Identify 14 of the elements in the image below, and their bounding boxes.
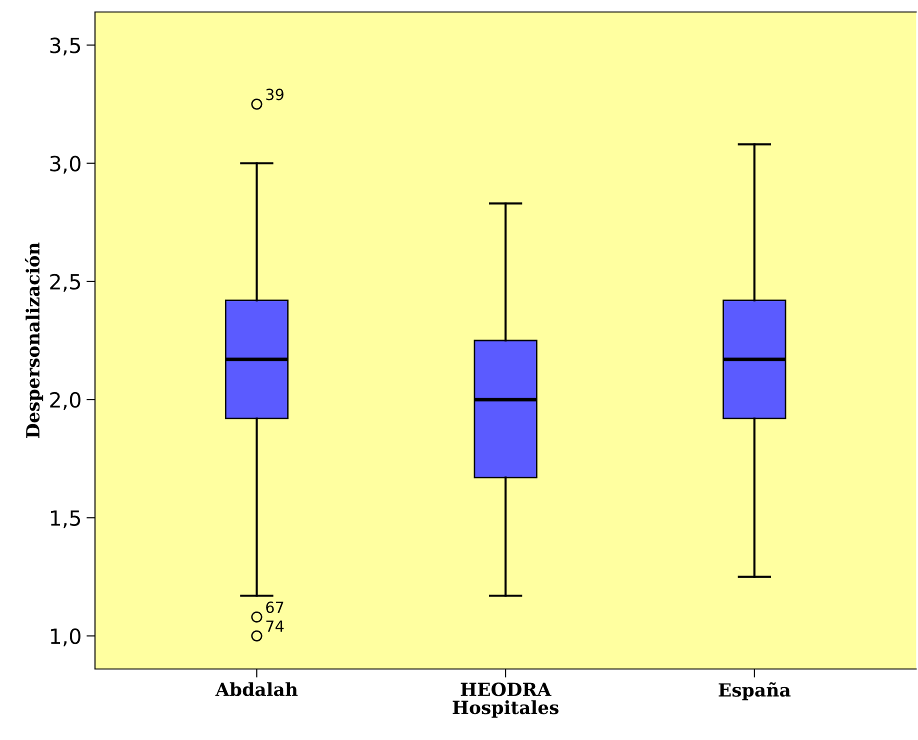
y-tick-label: 2,5 xyxy=(50,274,80,292)
x-axis-title: Hospitales xyxy=(452,700,558,718)
x-tick-label: HEODRA xyxy=(460,682,552,696)
y-tick-label: 1,5 xyxy=(50,510,80,528)
annotation: 39 xyxy=(266,88,284,100)
y-tick-label: 3,5 xyxy=(50,38,80,56)
x-tick-label: Abdalah xyxy=(215,682,298,696)
annotation: 74 xyxy=(266,620,284,632)
x-tick-label: España xyxy=(718,682,791,700)
y-axis-title: Despersonalización xyxy=(24,242,44,438)
y-tick-label: 3,0 xyxy=(50,156,80,174)
annotation: 67 xyxy=(266,602,284,614)
y-tick-label: 1,0 xyxy=(50,628,80,646)
y-tick-label: 2,0 xyxy=(50,392,80,410)
